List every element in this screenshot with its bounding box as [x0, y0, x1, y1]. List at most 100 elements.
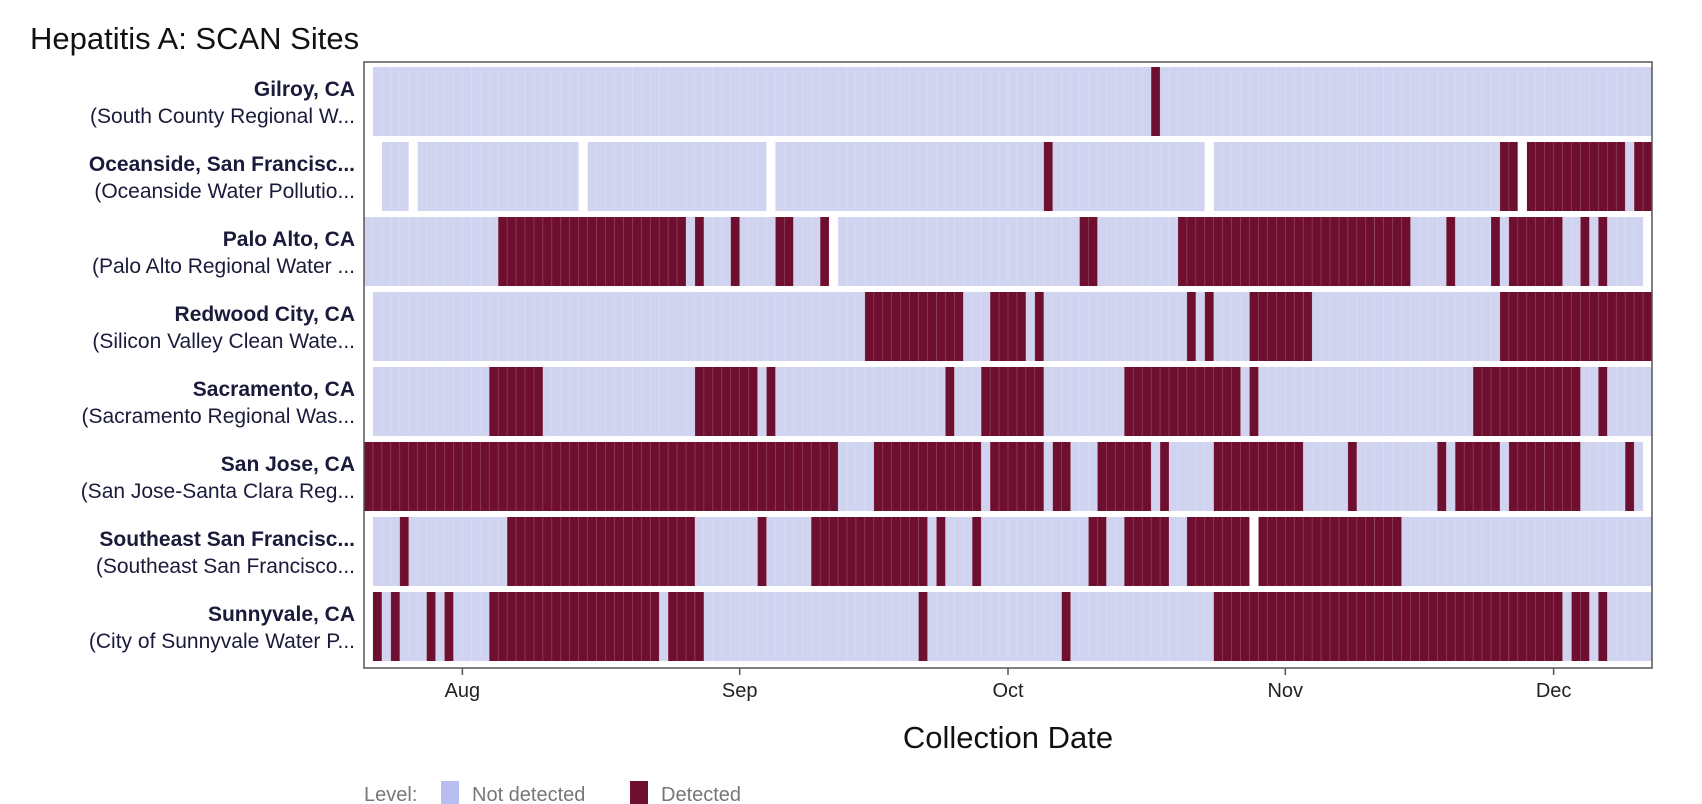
missing-gap: [578, 142, 588, 211]
detected-segment: [498, 217, 686, 286]
not-detected-span: [381, 142, 1652, 211]
day-separators: [381, 517, 1644, 586]
detected-segment: [757, 517, 767, 586]
detected-segment: [1374, 217, 1411, 286]
detected-segment: [1249, 367, 1259, 436]
detected-segment: [1508, 217, 1563, 286]
site-facility-label: (Palo Alto Regional Water ...: [92, 255, 355, 278]
detected-segment: [775, 217, 794, 286]
legend-title: Level:: [364, 784, 417, 804]
detected-segment: [1598, 217, 1608, 286]
detected-segment: [426, 592, 436, 661]
site-name-label: Palo Alto, CA: [223, 228, 355, 251]
detected-segment: [820, 217, 830, 286]
detected-segment: [1598, 592, 1608, 661]
detected-segment: [1177, 217, 1375, 286]
site-name-label: Sacramento, CA: [193, 378, 355, 401]
detected-segment: [1204, 292, 1214, 361]
detected-segment: [1491, 217, 1500, 286]
site-name-label: Southeast San Francisc...: [99, 528, 355, 551]
site-facility-label: (City of Sunnyvale Water P...: [89, 630, 355, 653]
detected-segment: [1008, 442, 1026, 511]
detected-segment: [1508, 592, 1563, 661]
detected-segment: [1580, 217, 1590, 286]
legend-label-not-detected: Not detected: [472, 784, 585, 804]
detected-segment: [694, 592, 704, 661]
missing-gap: [1249, 517, 1259, 586]
detected-segment: [372, 592, 382, 661]
detected-segment: [1347, 442, 1357, 511]
site-name-label: Sunnyvale, CA: [208, 603, 355, 626]
detected-segment: [1634, 142, 1652, 211]
x-tick-label: Nov: [1267, 680, 1303, 702]
detected-segment: [1088, 517, 1107, 586]
site-facility-label: (Silicon Valley Clean Wate...: [92, 330, 355, 353]
detected-segment: [1034, 292, 1044, 361]
detected-segment: [1213, 592, 1509, 661]
detected-segment: [1499, 292, 1652, 361]
detected-segment: [694, 217, 704, 286]
detected-segment: [1160, 442, 1169, 511]
detected-segment: [981, 367, 1044, 436]
detected-segment: [936, 292, 964, 361]
detected-segment: [1571, 592, 1590, 661]
site-row-7: Southeast San Francisc... (Southeast San …: [96, 517, 1652, 586]
detected-segment: [1186, 292, 1196, 361]
site-facility-label: (Southeast San Francisco...: [96, 555, 355, 578]
x-tick-label: Sep: [722, 680, 758, 702]
detected-segment: [1562, 367, 1581, 436]
site-facility-label: (San Jose-Santa Clara Reg...: [81, 480, 355, 503]
detected-segment: [1374, 517, 1402, 586]
site-row-6: San Jose, CA (San Jose-Santa Clara Reg...: [81, 442, 1644, 511]
site-name-label: Redwood City, CA: [175, 303, 355, 326]
site-facility-label: (South County Regional W...: [90, 105, 355, 128]
detected-segment: [1544, 442, 1581, 511]
detected-segment: [1079, 217, 1098, 286]
not-detected-span: [372, 67, 1652, 136]
detected-segment: [1437, 442, 1447, 511]
detected-segment: [730, 217, 740, 286]
detected-segment: [918, 517, 928, 586]
x-tick-label: Aug: [445, 680, 481, 702]
detected-segment: [1249, 292, 1304, 361]
detected-segment: [444, 592, 454, 661]
detected-segment: [650, 592, 660, 661]
legend-swatch-not-detected: [441, 781, 459, 804]
day-separators: [390, 142, 1644, 211]
detected-segment: [1446, 217, 1456, 286]
detected-segment: [1473, 367, 1563, 436]
site-facility-label: (Sacramento Regional Was...: [81, 405, 355, 428]
missing-gap: [766, 142, 776, 211]
site-row-2: Oceanside, San Francisc... (Oceanside Wat…: [89, 142, 1652, 211]
site-name-label: San Jose, CA: [221, 453, 355, 476]
detected-segment: [1499, 142, 1518, 211]
missing-gap: [1204, 142, 1214, 211]
x-axis-title: Collection Date: [903, 720, 1113, 755]
missing-gap: [408, 142, 418, 211]
missing-gap: [1517, 142, 1527, 211]
detected-segment: [864, 292, 937, 361]
site-row-4: Redwood City, CA (Silicon Valley Clean Wa…: [92, 292, 1652, 361]
detected-segment: [1303, 292, 1313, 361]
detected-segment: [1151, 67, 1161, 136]
detected-segment: [1526, 142, 1626, 211]
detected-segment: [972, 517, 982, 586]
detected-segment: [873, 442, 982, 511]
detected-segment: [1124, 367, 1241, 436]
x-axis: Aug Sep Oct Nov Dec: [445, 668, 1572, 702]
detected-segment: [489, 592, 651, 661]
detected-segment: [1249, 517, 1375, 586]
site-row-5: Sacramento, CA (Sacramento Regional Was..…: [81, 367, 1652, 436]
detected-segment: [1455, 442, 1500, 511]
day-separators: [372, 217, 1635, 286]
detected-segment: [1043, 142, 1053, 211]
site-rows: Gilroy, CA (South County Regional W... Oce…: [81, 67, 1652, 661]
site-row-3: Palo Alto, CA (Palo Alto Regional Water .…: [92, 217, 1644, 286]
detected-segment: [1508, 442, 1545, 511]
site-facility-label: (Oceanside Water Pollutio...: [94, 180, 355, 203]
day-separators: [381, 592, 1644, 661]
x-tick-label: Dec: [1536, 680, 1572, 702]
detected-segment: [945, 367, 955, 436]
legend: Level: Not detected Detected: [364, 781, 741, 804]
